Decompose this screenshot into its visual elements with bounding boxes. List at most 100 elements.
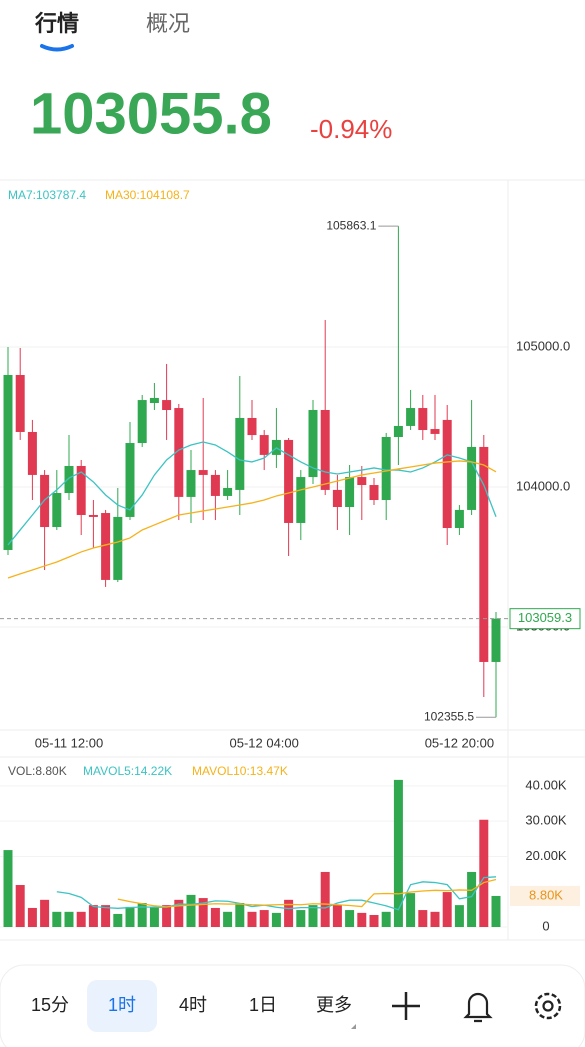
frame bbox=[0, 179, 585, 941]
legend-label: VOL:8.80K bbox=[8, 764, 67, 778]
candle-body bbox=[162, 400, 172, 410]
nav-item[interactable]: 15分 bbox=[31, 995, 69, 1015]
nav-item[interactable]: 1时 bbox=[108, 995, 136, 1015]
change: -0.94% bbox=[310, 114, 392, 144]
y-tick-label: 0 bbox=[542, 918, 549, 933]
nav-active-bg bbox=[87, 980, 157, 1032]
nav-item[interactable]: 4时 bbox=[179, 995, 207, 1015]
candle-body bbox=[381, 437, 391, 501]
volume-bar bbox=[442, 892, 452, 927]
candle-body bbox=[76, 465, 86, 515]
volume-bar bbox=[381, 911, 391, 927]
extreme-label: 102355.5 bbox=[424, 709, 474, 723]
candle-body bbox=[357, 477, 367, 486]
volume-bar bbox=[259, 910, 269, 927]
legend-label: MA7:103787.4 bbox=[8, 188, 86, 202]
candle-body bbox=[113, 516, 123, 580]
volume-bar bbox=[101, 905, 111, 927]
volume-bar bbox=[223, 911, 233, 927]
candle-body bbox=[125, 443, 135, 517]
candle-body bbox=[454, 509, 464, 529]
volume-bar bbox=[149, 906, 159, 927]
candle-body bbox=[15, 374, 25, 432]
volume-bar bbox=[235, 903, 245, 927]
candle-body bbox=[52, 493, 62, 528]
volume-bar bbox=[296, 910, 306, 927]
volume-bar bbox=[162, 905, 172, 927]
tab[interactable]: 概况 bbox=[146, 11, 190, 36]
candle-body bbox=[284, 439, 294, 523]
volume-bar bbox=[491, 895, 501, 927]
x-tick-label: 05-12 04:00 bbox=[229, 735, 298, 750]
volume-bar bbox=[430, 911, 440, 927]
x-tick-label: 05-12 20:00 bbox=[425, 735, 494, 750]
candle-body bbox=[174, 408, 184, 497]
ma-line bbox=[7, 460, 497, 579]
candle-body bbox=[101, 513, 111, 580]
tab-active[interactable]: 行情 bbox=[34, 11, 79, 36]
candle-body bbox=[3, 374, 13, 550]
nav-item[interactable]: 更多 bbox=[316, 995, 352, 1015]
nav-item[interactable]: 1日 bbox=[249, 995, 277, 1015]
volume-bar bbox=[357, 912, 367, 927]
candle-body bbox=[393, 425, 403, 438]
volume-bar bbox=[64, 911, 74, 927]
volume-bar bbox=[406, 893, 416, 927]
last-price-tag bbox=[509, 608, 581, 630]
candle-body bbox=[296, 477, 306, 523]
add-icon[interactable] bbox=[392, 992, 420, 1020]
candle-body bbox=[64, 465, 74, 494]
candle-body bbox=[308, 409, 318, 478]
last-price-label: 103059.3 bbox=[518, 610, 572, 625]
candle-body bbox=[442, 419, 452, 529]
candle-body bbox=[467, 446, 477, 510]
volume-bar bbox=[467, 871, 477, 927]
candle-body bbox=[345, 477, 355, 508]
ma-line bbox=[117, 878, 497, 908]
settings-icon[interactable] bbox=[534, 992, 562, 1020]
volume-bar bbox=[15, 885, 25, 927]
y-tick-label: 105000.0 bbox=[516, 338, 570, 353]
y-tick-label: 104000.0 bbox=[516, 478, 570, 493]
volume-bar bbox=[88, 905, 98, 927]
volume-bar bbox=[345, 910, 355, 927]
candle-body bbox=[369, 485, 379, 501]
y-tick-label: 20.00K bbox=[525, 848, 567, 863]
volume-bar bbox=[271, 912, 281, 927]
candle-body bbox=[320, 409, 330, 490]
candle-body bbox=[247, 417, 257, 436]
volume-bar bbox=[369, 915, 379, 927]
price: 103055.8 bbox=[30, 81, 272, 146]
volume-bar bbox=[113, 913, 123, 927]
tab-underline bbox=[40, 44, 74, 52]
candle-body bbox=[235, 417, 245, 490]
candle-body bbox=[430, 429, 440, 434]
volume-bar bbox=[186, 894, 196, 927]
candle-body bbox=[418, 408, 428, 431]
volume-bar bbox=[284, 899, 294, 927]
candle-body bbox=[198, 470, 208, 475]
volume-bar bbox=[76, 911, 86, 927]
y-tick-label: 40.00K bbox=[525, 777, 567, 792]
candle-body bbox=[223, 487, 233, 496]
candle-body bbox=[149, 397, 159, 403]
volume-tag bbox=[510, 885, 580, 906]
candle-body bbox=[137, 400, 147, 444]
candle-body bbox=[332, 489, 342, 508]
candle-body bbox=[406, 408, 416, 426]
x-tick-label: 05-11 12:00 bbox=[35, 735, 103, 750]
volume-bar bbox=[308, 905, 318, 927]
candle-body bbox=[27, 431, 37, 475]
candle-body bbox=[259, 435, 269, 455]
more-arrow bbox=[351, 1024, 356, 1029]
candle-body bbox=[186, 470, 196, 497]
ma-line bbox=[56, 876, 497, 911]
candle-body bbox=[491, 618, 501, 662]
bell-icon[interactable] bbox=[463, 992, 493, 1023]
volume-bar bbox=[210, 907, 220, 927]
volume-bar bbox=[454, 905, 464, 927]
y-tick-label: 30.00K bbox=[525, 813, 567, 828]
volume-bar bbox=[27, 907, 37, 927]
volume-bar bbox=[479, 819, 489, 927]
